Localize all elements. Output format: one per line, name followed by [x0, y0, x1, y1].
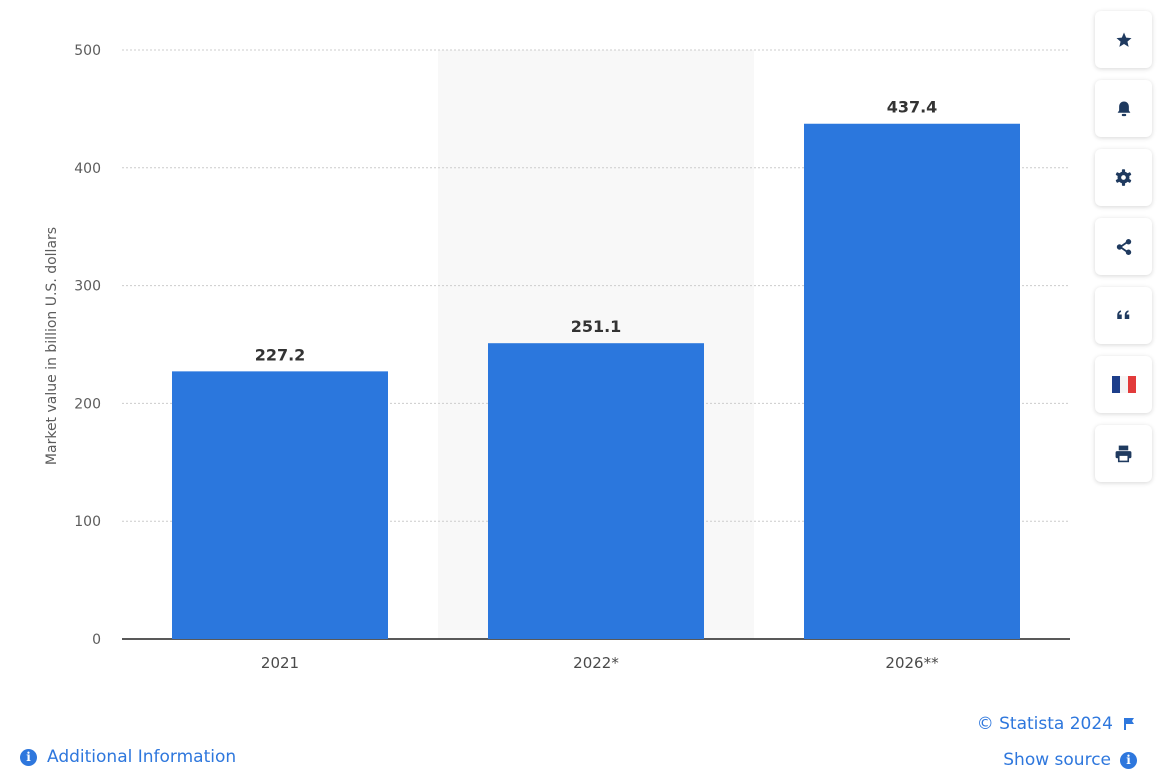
y-tick-label: 0	[92, 632, 101, 648]
copyright-notice: © Statista 2024	[977, 714, 1135, 734]
bar	[172, 371, 388, 639]
bar-chart: 0 100 200 300 400 500 227.2 2021 251.1 2022* 437.4…	[44, 43, 1070, 672]
additional-information-link[interactable]: i Additional Information	[20, 747, 236, 767]
bar	[488, 343, 704, 639]
y-axis-title: Market value in billion U.S. dollars	[44, 227, 60, 465]
printer-icon	[1115, 445, 1132, 463]
share-icon	[1116, 238, 1131, 255]
gear-icon	[1115, 169, 1132, 186]
additional-information-label: Additional Information	[47, 747, 237, 767]
favorite-button[interactable]	[1095, 11, 1152, 68]
quote-icon	[1116, 309, 1129, 319]
y-tick-label: 300	[74, 279, 101, 295]
cite-button[interactable]	[1095, 287, 1152, 344]
show-source-label: Show source	[1003, 750, 1111, 770]
french-flag-icon	[1111, 376, 1136, 393]
notification-button[interactable]	[1095, 80, 1152, 137]
y-tick-label: 100	[74, 514, 101, 530]
bell-icon	[1117, 101, 1130, 116]
show-source-link[interactable]: Show source i	[1003, 750, 1137, 770]
y-tick-label: 500	[74, 43, 101, 59]
share-button[interactable]	[1095, 218, 1152, 275]
x-tick-label: 2021	[261, 654, 299, 672]
chart-toolbar	[1095, 11, 1152, 494]
info-icon: i	[1120, 751, 1137, 769]
x-tick-label: 2026**	[885, 654, 939, 672]
flag-icon[interactable]	[1123, 717, 1135, 731]
print-button[interactable]	[1095, 425, 1152, 482]
language-button[interactable]	[1095, 356, 1152, 413]
data-label: 227.2	[255, 345, 306, 364]
copyright-text: © Statista 2024	[976, 714, 1113, 734]
settings-button[interactable]	[1095, 149, 1152, 206]
data-label: 437.4	[887, 98, 938, 117]
data-label: 251.1	[571, 317, 622, 336]
star-icon	[1116, 32, 1131, 47]
bar	[804, 123, 1020, 639]
y-tick-label: 400	[74, 161, 101, 177]
y-tick-label: 200	[74, 396, 101, 412]
x-tick-label: 2022*	[573, 654, 619, 672]
info-icon: i	[20, 748, 37, 766]
